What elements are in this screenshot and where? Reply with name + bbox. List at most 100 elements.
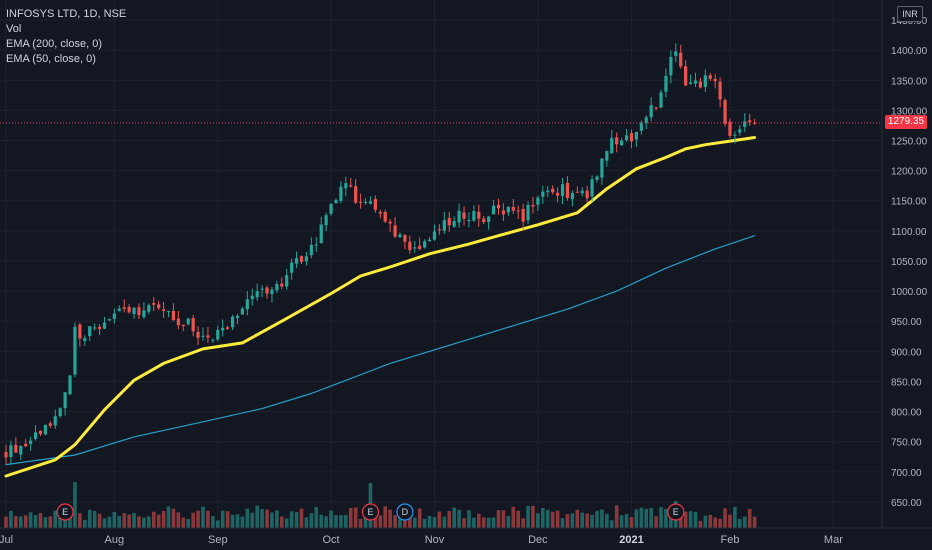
candle-body (639, 122, 643, 131)
price-tick-label: 1050.00 (891, 257, 928, 268)
candle-body (235, 315, 240, 319)
volume-bar (14, 516, 18, 528)
legend-ema50[interactable]: EMA (50, close, 0) (6, 53, 96, 65)
candle-body (575, 191, 579, 193)
candle-body (427, 239, 432, 242)
candle-body (221, 327, 225, 331)
volume-bar (171, 508, 176, 528)
candle-body (354, 186, 358, 203)
time-axis[interactable]: Jul Aug Sep Oct Nov Dec 2021 Feb Mar (0, 534, 843, 546)
candle-body (496, 204, 501, 209)
volume-bar (452, 507, 456, 528)
candle-body (649, 105, 653, 118)
candle-body (713, 78, 717, 82)
candle-body (339, 186, 343, 201)
candle-body (294, 258, 299, 264)
marker-label: E (673, 507, 679, 517)
volume-bar (403, 518, 407, 528)
volume-bar (570, 513, 575, 528)
candle-body (388, 221, 392, 224)
candle-body (610, 138, 614, 154)
candle-body (560, 184, 565, 196)
earnings-marker[interactable]: E (667, 503, 685, 521)
volume-bar (250, 512, 255, 528)
volume-bar (260, 509, 264, 528)
candle-body (477, 211, 481, 219)
volume-bar (211, 516, 215, 528)
earnings-marker[interactable]: E (361, 503, 380, 521)
volume-bar (329, 510, 333, 528)
volume-bar (614, 505, 619, 528)
dividend-marker[interactable]: D (396, 503, 414, 521)
volume-bar (334, 515, 338, 528)
legend-ema200[interactable]: EMA (200, close, 0) (6, 38, 102, 50)
candle-body (748, 120, 752, 123)
candle-body (206, 335, 210, 338)
candle-body (565, 183, 570, 198)
candle-body (541, 191, 545, 197)
time-tick-label: Jul (0, 534, 13, 546)
last-price-badge: 1279.35 (885, 115, 927, 129)
candle-body (226, 327, 230, 329)
volume-bar (417, 508, 422, 528)
volume-bar (565, 514, 570, 528)
volume-bar (580, 512, 585, 528)
volume-bar (393, 515, 397, 528)
volume-bar (348, 507, 353, 528)
volume-bar (659, 507, 663, 528)
volume-bar (28, 512, 33, 528)
marker-circle (667, 503, 685, 521)
volume-bar (560, 518, 565, 528)
volume-bar (127, 514, 131, 528)
earnings-marker[interactable]: E (56, 503, 74, 521)
volume-bar (624, 514, 629, 528)
candle-body (501, 210, 506, 215)
candle-body (299, 256, 304, 262)
candle-body (457, 210, 461, 223)
candle-body (718, 81, 722, 100)
price-tick-label: 1300.00 (891, 106, 928, 117)
volume-bar (215, 520, 220, 528)
candle-body (403, 234, 407, 242)
candle-body (491, 205, 496, 215)
grid-lines (0, 0, 882, 528)
volume-bar (255, 505, 259, 528)
candle-body (536, 197, 540, 205)
candle-body (157, 304, 161, 308)
volume-bar (609, 520, 614, 528)
candle-body (551, 188, 555, 193)
volume-bar (619, 515, 624, 528)
volume-bar (585, 513, 589, 528)
volume-bar (600, 509, 604, 528)
volume-bar (733, 506, 737, 528)
candle-body (378, 211, 382, 214)
volume-bar (412, 517, 417, 528)
candle-body (659, 92, 663, 108)
volume-bar (688, 511, 693, 528)
volume-bar (634, 509, 639, 528)
time-tick-label: Sep (208, 534, 228, 546)
price-tick-label: 1150.00 (891, 197, 927, 208)
volume-bar (240, 516, 245, 528)
price-tick-label: 900.00 (891, 347, 922, 358)
volume-bar (43, 517, 48, 528)
price-tick-label: 1250.00 (891, 137, 928, 148)
legend-vol[interactable]: Vol (6, 23, 22, 35)
volume-bar (708, 514, 713, 528)
candle-body (344, 183, 348, 189)
symbol-title[interactable]: INFOSYS LTD, 1D, NSE (6, 8, 127, 20)
price-tick-label: 800.00 (891, 408, 922, 419)
volume-bar (181, 517, 186, 528)
candle-body (698, 81, 703, 88)
candle-body (107, 319, 112, 321)
candle-body (624, 135, 629, 140)
candle-body (738, 129, 742, 133)
volume-bar (550, 511, 555, 528)
volume-bar (78, 513, 82, 528)
currency-badge[interactable]: INR (897, 6, 923, 22)
time-tick-label: Feb (720, 534, 739, 546)
candle-body (359, 201, 363, 203)
